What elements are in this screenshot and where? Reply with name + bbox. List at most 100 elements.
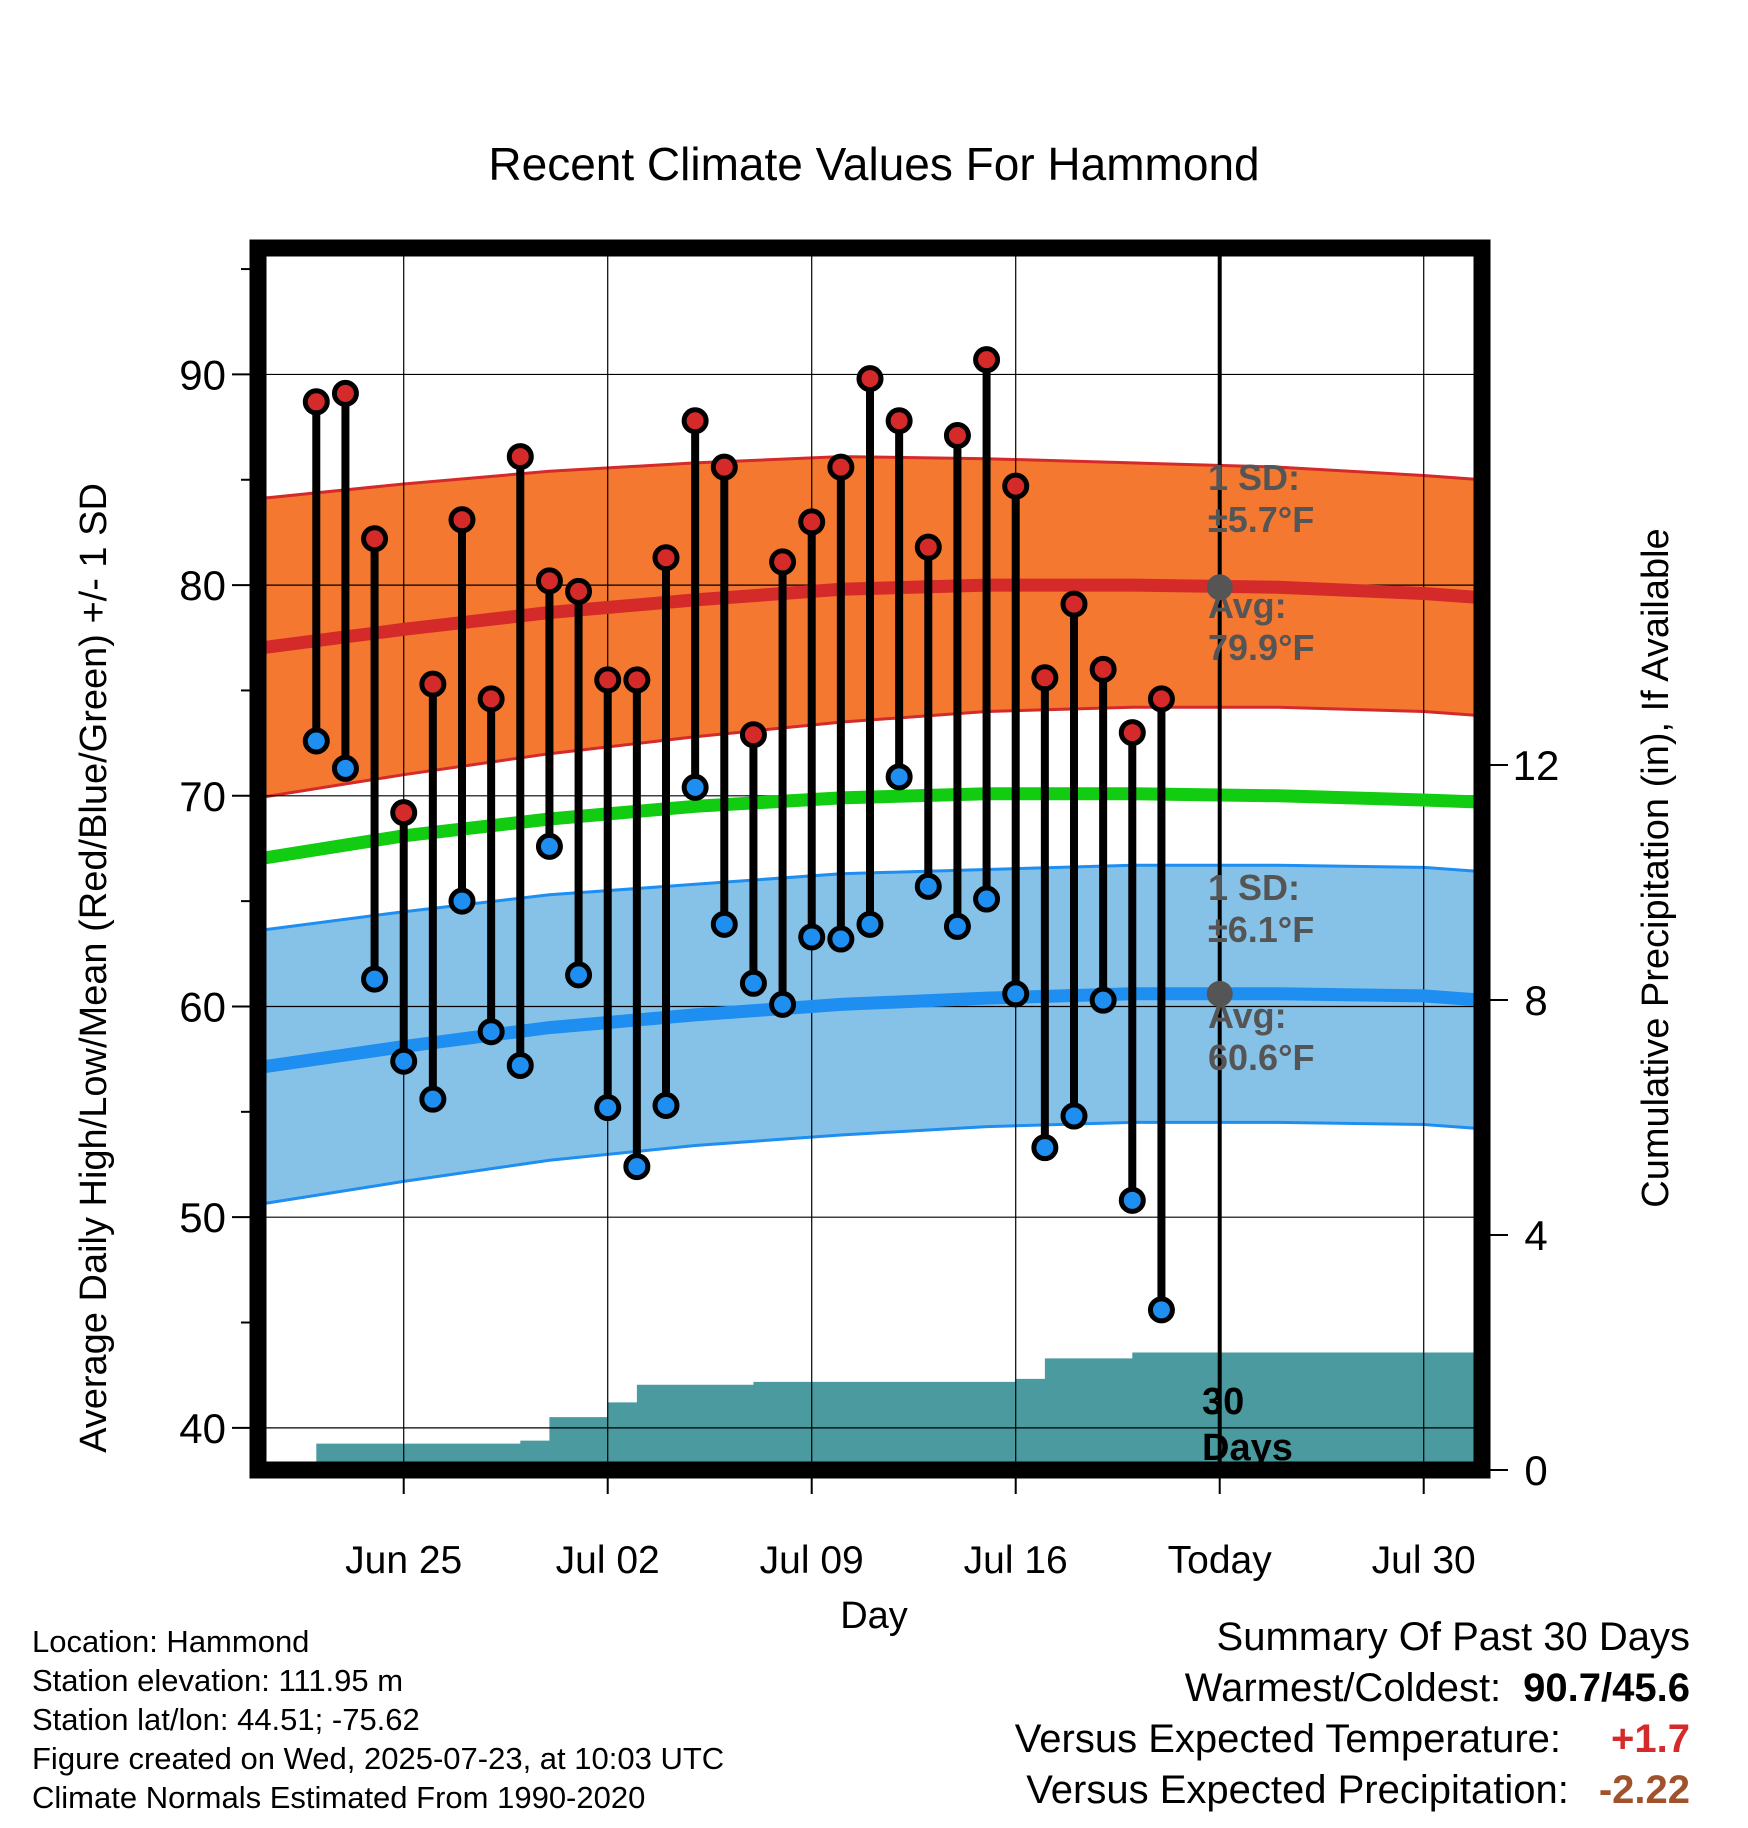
y2-tick-label: 0: [1524, 1447, 1547, 1494]
station-info: Location: Hammond Station elevation: 111…: [32, 1622, 724, 1817]
daily-low-point: [827, 925, 855, 953]
daily-high-point: [856, 365, 884, 393]
low-sd-lower-line: [257, 1120, 1483, 1206]
daily-low-point: [419, 1085, 447, 1113]
daily-low-point: [914, 872, 942, 900]
daily-low-point: [390, 1047, 418, 1075]
created-text: Figure created on Wed, 2025-07-23, at 10…: [32, 1741, 725, 1776]
y2-tick-label: 8: [1524, 977, 1547, 1024]
low-avg-value: 60.6°F: [1208, 1037, 1314, 1078]
y-axis-label: Average Daily High/Low/Mean (Red/Blue/Gr…: [73, 483, 115, 1453]
daily-high-point: [827, 453, 855, 481]
daily-high-point: [477, 685, 505, 713]
daily-low-point: [856, 910, 884, 938]
x-tick-label: Jul 30: [1372, 1539, 1476, 1582]
high-sd-lower-line: [257, 705, 1483, 800]
summary-panel: Summary Of Past 30 Days Warmest/Coldest:…: [1015, 1612, 1690, 1816]
daily-low-point: [1060, 1102, 1088, 1130]
precip-label: Versus Expected Precipitation:: [1026, 1768, 1569, 1812]
low-avg-label: Avg:: [1208, 995, 1287, 1036]
daily-low-point: [1031, 1134, 1059, 1162]
daily-low-point: [477, 1018, 505, 1046]
low-sd-value: ±6.1°F: [1208, 909, 1314, 950]
daily-low-point: [798, 923, 826, 951]
latlon-text: Station lat/lon: 44.51; -75.62: [32, 1702, 420, 1737]
precip-row: Versus Expected Precipitation: -2.22: [1015, 1765, 1690, 1816]
normal-low-line: [257, 987, 1483, 1075]
daily-high-point: [565, 577, 593, 605]
precip-value: -2.22: [1598, 1768, 1690, 1812]
daily-high-point: [1031, 664, 1059, 692]
daily-high-point: [331, 379, 359, 407]
y-tick-label: 40: [179, 1405, 226, 1452]
y-tick-label: 70: [179, 773, 226, 820]
days-label-number: 30: [1202, 1381, 1244, 1423]
daily-low-point: [1089, 986, 1117, 1014]
x-tick-label: Jun 25: [345, 1539, 462, 1582]
daily-high-point: [390, 799, 418, 827]
daily-low-point: [623, 1153, 651, 1181]
daily-high-point: [769, 548, 797, 576]
y2-axis-label: Cumulative Precipitation (in), If Availa…: [1635, 528, 1677, 1207]
daily-high-point: [448, 506, 476, 534]
warm-cold-label: Warmest/Coldest:: [1184, 1666, 1502, 1710]
daily-low-point: [652, 1092, 680, 1120]
daily-low-point: [302, 727, 330, 755]
daily-low-point: [943, 912, 971, 940]
elevation-text: Station elevation: 111.95 m: [32, 1663, 404, 1698]
low-avg-marker: [1206, 980, 1233, 1007]
y2-tick-label: 4: [1524, 1212, 1547, 1259]
y-tick-label: 90: [179, 351, 226, 398]
daily-high-point: [973, 346, 1001, 374]
cumulative-precip-area: [287, 1352, 1483, 1470]
high-avg-marker: [1206, 574, 1233, 601]
daily-low-point: [885, 763, 913, 791]
x-tick-label: Jul 09: [760, 1539, 864, 1582]
summary-heading: Summary Of Past 30 Days: [1216, 1615, 1690, 1659]
low-sd-band: [258, 865, 1482, 1205]
location-text: Location: Hammond: [32, 1624, 310, 1659]
daily-high-point: [1147, 685, 1175, 713]
daily-high-point: [594, 666, 622, 694]
x-axis-label: Day: [840, 1595, 908, 1637]
daily-high-point: [885, 407, 913, 435]
daily-high-point: [535, 567, 563, 595]
daily-high-point: [1002, 472, 1030, 500]
daily-high-point: [361, 525, 389, 553]
daily-high-point: [681, 407, 709, 435]
daily-low-point: [448, 887, 476, 915]
x-tick-label: Jul 02: [556, 1539, 660, 1582]
daily-high-point: [652, 544, 680, 572]
low-sd-label: 1 SD:: [1208, 867, 1300, 908]
high-sd-label: 1 SD:: [1208, 457, 1300, 498]
daily-low-point: [1118, 1186, 1146, 1214]
daily-high-point: [506, 443, 534, 471]
y-tick-label: 50: [179, 1194, 226, 1241]
high-avg-label: Avg:: [1208, 585, 1287, 626]
temp-row: Versus Expected Temperature: +1.7: [1015, 1714, 1690, 1765]
daily-low-point: [681, 773, 709, 801]
low-sd-upper-line: [257, 863, 1483, 933]
high-sd-value: ±5.7°F: [1208, 499, 1314, 540]
normals-text: Climate Normals Estimated From 1990-2020: [32, 1780, 646, 1815]
daily-low-point: [739, 969, 767, 997]
daily-low-point: [565, 961, 593, 989]
daily-low-point: [973, 885, 1001, 913]
daily-high-point: [798, 508, 826, 536]
daily-high-point: [710, 453, 738, 481]
daily-low-point: [506, 1051, 534, 1079]
daily-high-point: [1118, 719, 1146, 747]
chart-title: Recent Climate Values For Hammond: [488, 138, 1259, 190]
daily-low-point: [331, 754, 359, 782]
temp-label: Versus Expected Temperature:: [1014, 1717, 1562, 1761]
daily-low-point: [1002, 980, 1030, 1008]
temp-value: +1.7: [1611, 1717, 1690, 1761]
daily-low-point: [594, 1094, 622, 1122]
daily-low-point: [535, 832, 563, 860]
plot-frame: [249, 239, 1491, 1479]
warm-cold-value: 90.7/45.6: [1523, 1666, 1690, 1710]
x-tick-label: Today: [1168, 1539, 1273, 1582]
normal-high-line: [257, 578, 1483, 655]
